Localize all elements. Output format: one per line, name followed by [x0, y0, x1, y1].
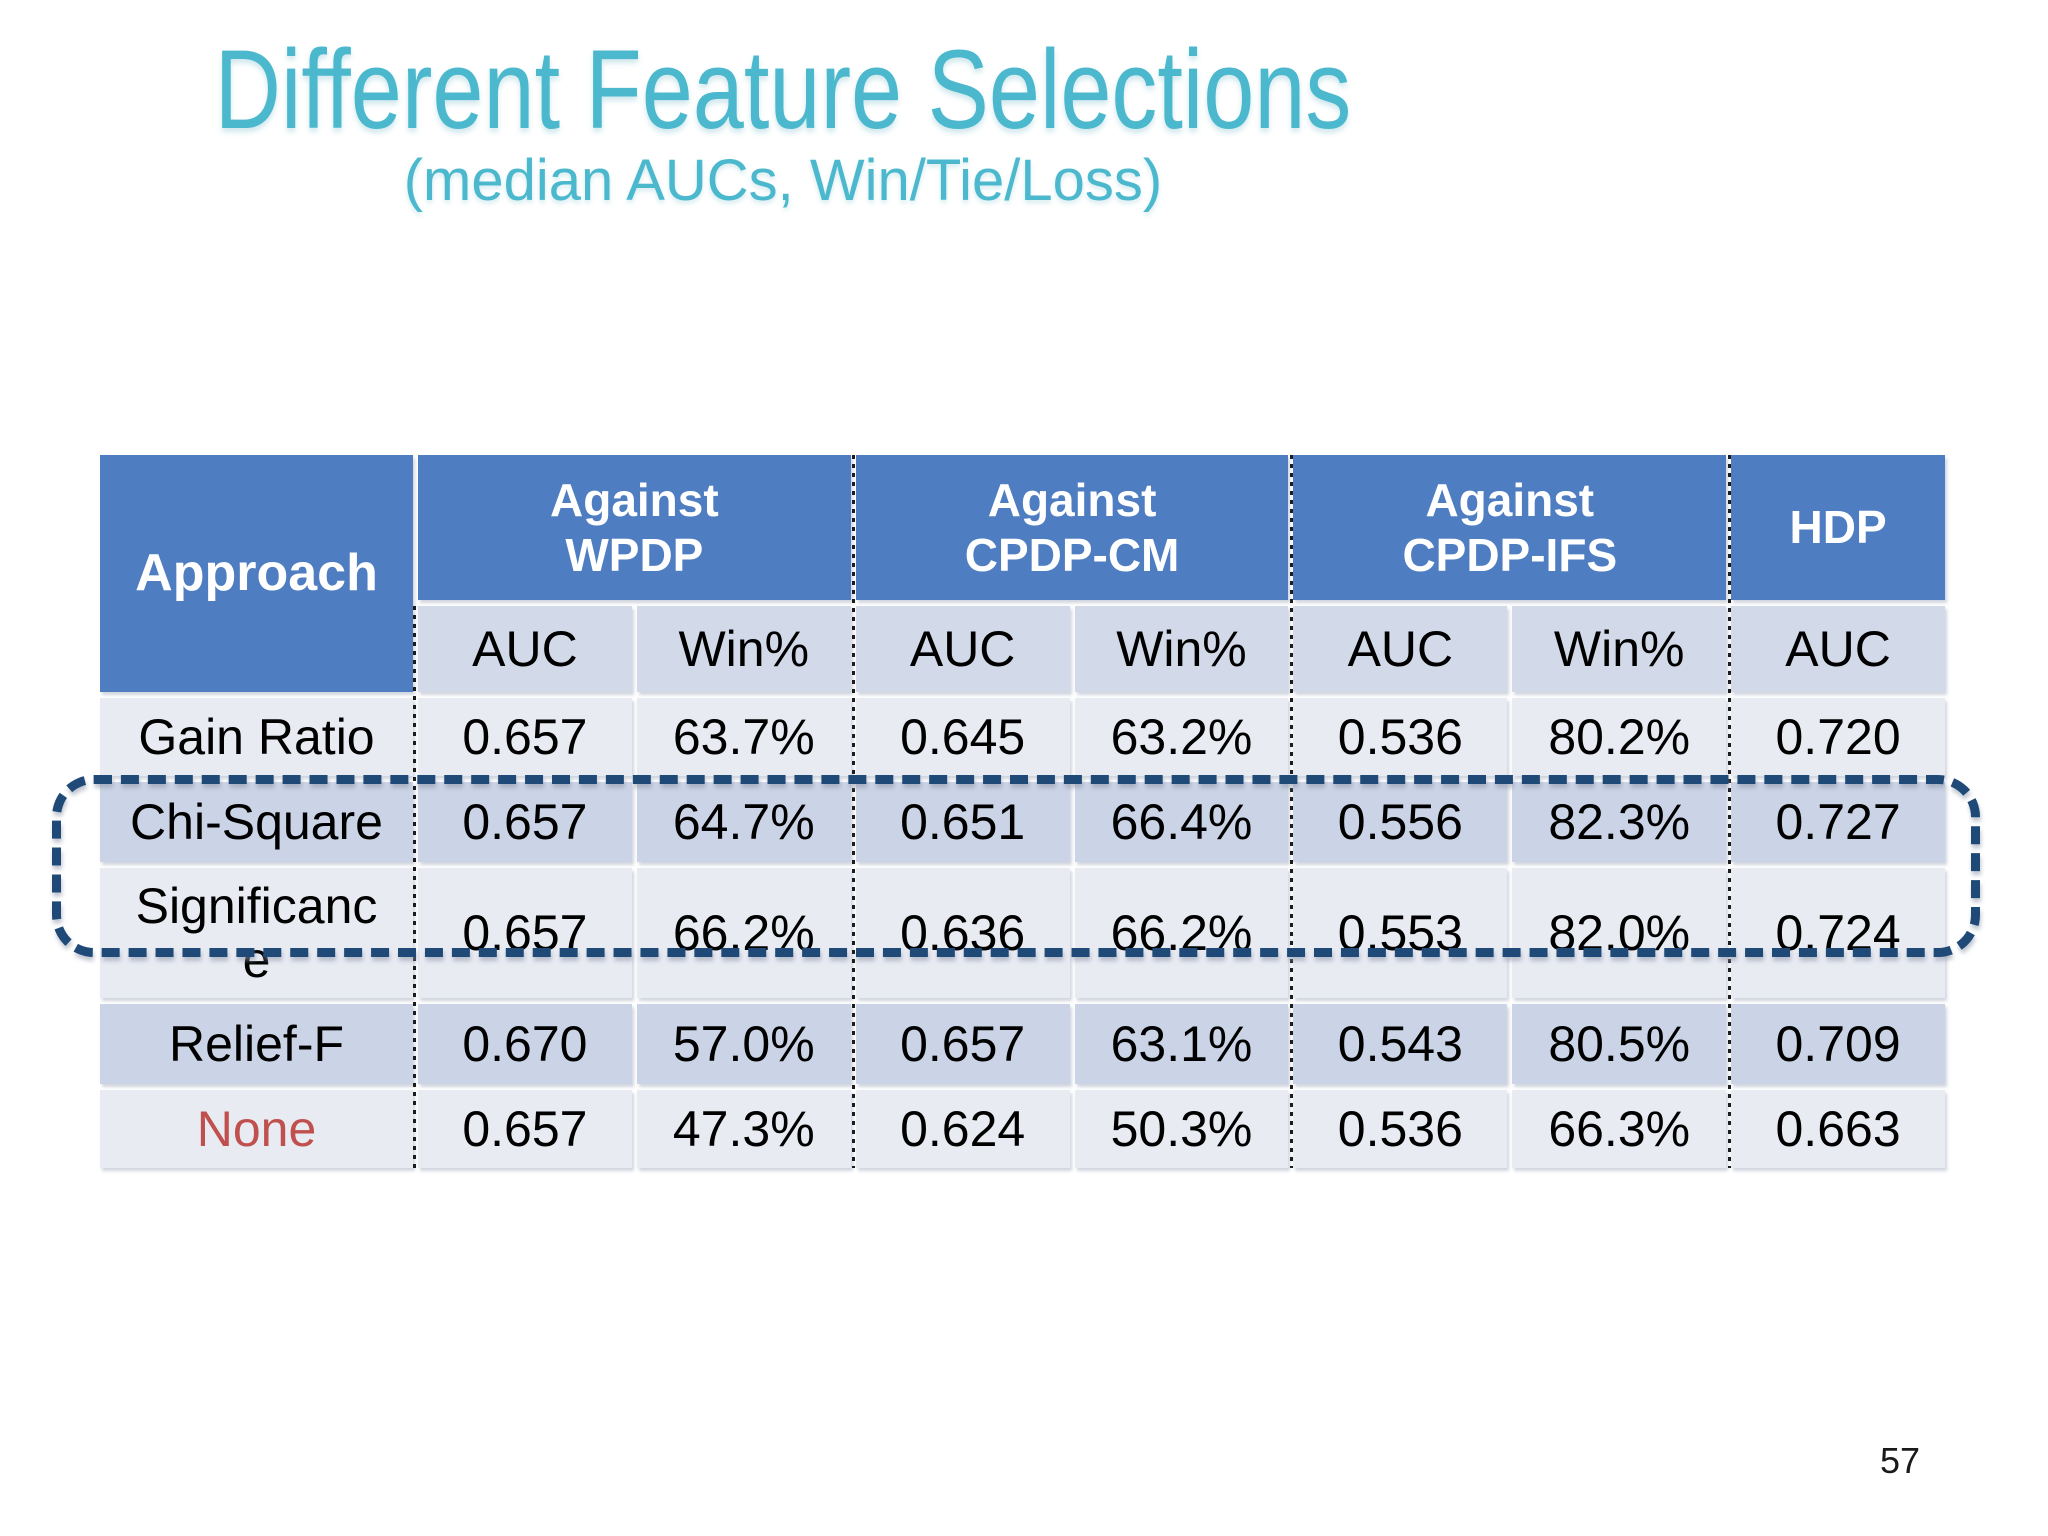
dotted-separator [1290, 455, 1293, 1168]
results-table: Approach Against WPDP Against CPDP-CM Ag… [100, 455, 1945, 1168]
table-cell: 66.3% [1512, 1090, 1727, 1168]
table-cell: 0.536 [1293, 1090, 1508, 1168]
slide-title: Different Feature Selections [214, 27, 1352, 152]
table-cell: 80.5% [1512, 1004, 1727, 1084]
table-cell: 0.657 [418, 868, 632, 998]
slide-subtitle: (median AUCs, Win/Tie/Loss) [403, 148, 1163, 213]
column-header-approach: Approach [100, 455, 413, 692]
group-header-against-wpdp: Against WPDP [418, 455, 851, 600]
table-cell: 63.7% [636, 698, 851, 776]
subheader-win: Win% [1074, 606, 1289, 692]
table-cell: 64.7% [636, 782, 851, 862]
table-cell: 0.657 [855, 1004, 1070, 1084]
table-cell: 0.709 [1731, 1004, 1945, 1084]
group-header-line: Against [550, 474, 719, 527]
group-header-line: WPDP [565, 528, 704, 581]
table-cell: 0.651 [855, 782, 1070, 862]
dotted-separator [852, 455, 855, 1168]
group-header-line: HDP [1789, 501, 1887, 554]
table-cell: 0.624 [855, 1090, 1070, 1168]
subheader-win: Win% [1512, 606, 1727, 692]
dotted-separator [1728, 455, 1731, 1168]
table-cell: 50.3% [1074, 1090, 1289, 1168]
table-cell: 80.2% [1512, 698, 1727, 776]
table-cell: 82.0% [1512, 868, 1727, 998]
row-label-gain-ratio: Gain Ratio [100, 698, 413, 776]
table-cell: 0.657 [418, 782, 632, 862]
subheader-auc: AUC [1731, 606, 1945, 692]
group-header-against-cpdp-cm: Against CPDP-CM [855, 455, 1289, 600]
table-cell: 66.2% [636, 868, 851, 998]
table-cell: 0.543 [1293, 1004, 1508, 1084]
table-cell: 0.536 [1293, 698, 1508, 776]
group-header-line: CPDP-CM [964, 528, 1180, 581]
row-label-none: None [100, 1090, 413, 1168]
group-header-line: Against [987, 474, 1157, 527]
group-header-hdp: HDP [1731, 455, 1945, 600]
group-header-line: CPDP-IFS [1402, 528, 1618, 581]
title-block: Different Feature Selections (median AUC… [0, 34, 1566, 210]
row-label-chi-square: Chi-Square [100, 782, 413, 862]
subheader-auc: AUC [418, 606, 632, 692]
table-cell: 82.3% [1512, 782, 1727, 862]
subheader-auc: AUC [1293, 606, 1508, 692]
page-number: 57 [1880, 1440, 1921, 1481]
table-cell: 0.645 [855, 698, 1070, 776]
table-cell: 66.4% [1074, 782, 1289, 862]
table-cell: 0.636 [855, 868, 1070, 998]
dotted-separator [413, 606, 416, 1168]
table-cell: 0.724 [1731, 868, 1945, 998]
table-cell: 0.553 [1293, 868, 1508, 998]
table-cell: 47.3% [636, 1090, 851, 1168]
group-header-line: Against [1425, 474, 1595, 527]
row-label-relief-f: Relief-F [100, 1004, 413, 1084]
table-cell: 57.0% [636, 1004, 851, 1084]
table-cell: 0.720 [1731, 698, 1945, 776]
group-header-against-cpdp-ifs: Against CPDP-IFS [1293, 455, 1727, 600]
subheader-win: Win% [636, 606, 851, 692]
table-cell: 63.2% [1074, 698, 1289, 776]
table-cell: 63.1% [1074, 1004, 1289, 1084]
row-label-significance: Significance [100, 868, 413, 998]
table-cell: 0.663 [1731, 1090, 1945, 1168]
table-cell: 0.670 [418, 1004, 632, 1084]
table-cell: 0.657 [418, 698, 632, 776]
table-cell: 0.727 [1731, 782, 1945, 862]
table-cell: 66.2% [1074, 868, 1289, 998]
table-cell: 0.657 [418, 1090, 632, 1168]
subheader-auc: AUC [855, 606, 1070, 692]
table-cell: 0.556 [1293, 782, 1508, 862]
